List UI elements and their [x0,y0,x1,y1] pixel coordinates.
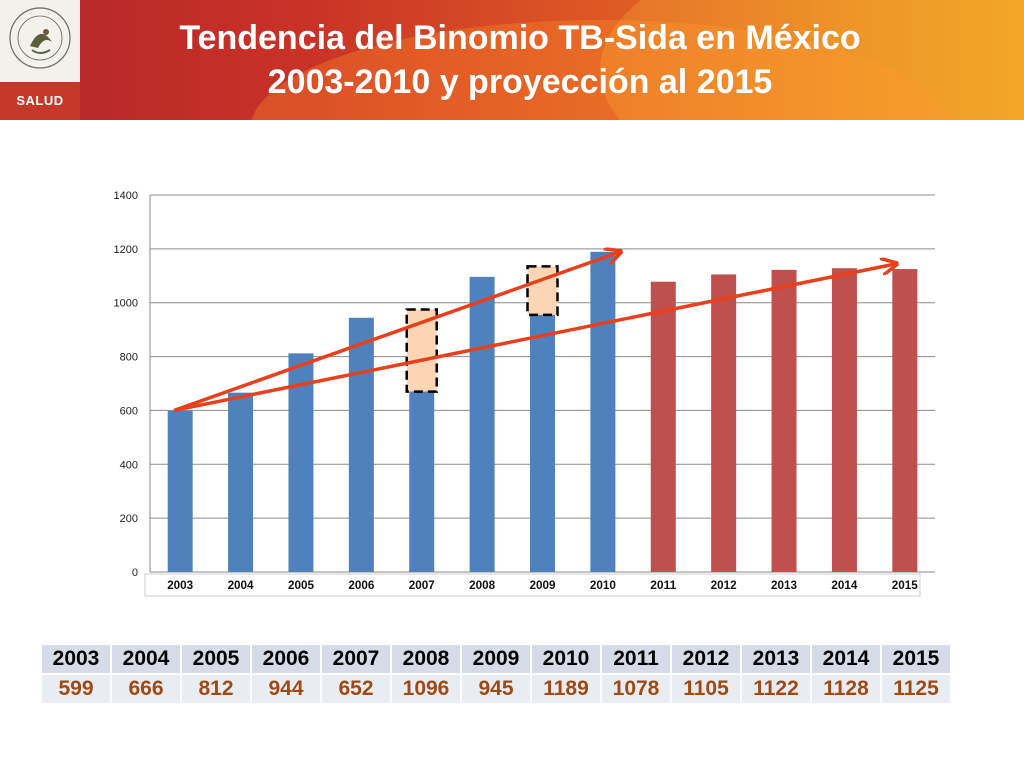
salud-label: SALUD [0,82,80,120]
bar-2012 [711,274,737,572]
salud-logo: SALUD [0,0,80,120]
trend-arrow-1 [173,252,621,413]
bar-2004 [228,392,254,572]
table-cell-value: 652 [322,675,390,703]
bar-chart: 0 200 400 600 800 1000 1200 1400 2003 2004 2005 200… [114,190,935,597]
bar-2006 [348,317,374,572]
table-cell-year: 2005 [182,645,250,673]
bar-2005 [288,353,314,572]
banner-decoration [600,0,1024,120]
bar-2008 [469,276,495,572]
mexico-seal-icon [9,7,71,69]
y-tick-label: 200 [120,513,138,525]
x-tick-label: 2009 [530,578,556,592]
x-tick-label: 2013 [771,578,797,592]
data-table: 2003 2004 2005 2006 2007 2008 2009 2010 2011 2012… [40,643,952,705]
x-tick-label: 2003 [167,578,193,592]
title-line-2: 2003-2010 y proyección al 2015 [267,63,773,101]
x-tick-label: 2005 [288,578,314,592]
title-line-1: Tendencia del Binomio TB-Sida en México [179,19,861,57]
highlight-box-2009 [526,265,559,317]
table-cell-year: 2004 [112,645,180,673]
table-cell-year: 2006 [252,645,320,673]
table-cell-year: 2003 [42,645,110,673]
x-tick-label: 2015 [892,578,918,592]
x-tick-label: 2010 [590,578,616,592]
y-tick-label: 1000 [114,298,138,310]
y-tick-label: 1400 [114,190,138,202]
bar-2015 [892,269,918,572]
table-cell-value: 945 [462,675,530,703]
x-tick-label: 2004 [228,578,254,592]
bar-2003 [167,410,193,572]
table-cell-year: 2008 [392,645,460,673]
table-cell-year: 2015 [882,645,950,673]
table-cell-year: 2014 [812,645,880,673]
x-label-band [144,573,921,597]
x-tick-label: 2007 [409,578,435,592]
table-cell-value: 812 [182,675,250,703]
bar-2011 [650,281,676,572]
table-cell-year: 2011 [602,645,670,673]
trend-arrow-2 [173,264,897,413]
table-cell-value: 599 [42,675,110,703]
table-cell-value: 1096 [392,675,460,703]
table-cell-value: 1128 [812,675,880,703]
y-tick-label: 600 [120,405,138,417]
x-tick-label: 2012 [711,578,737,592]
table-cell-year: 2009 [462,645,530,673]
page-title: Tendencia del Binomio TB-Sida en México … [90,16,950,104]
header-banner: SALUD Tendencia del Binomio TB-Sida en M… [0,0,1024,120]
table-cell-year: 2007 [322,645,390,673]
table-cell-value: 1105 [672,675,740,703]
x-tick-label: 2011 [650,578,676,592]
table-cell-value: 1078 [602,675,670,703]
y-tick-label: 400 [120,459,138,471]
table-cell-year: 2010 [532,645,600,673]
bar-2010 [590,251,616,573]
bar-2014 [831,268,857,572]
x-tick-label: 2008 [469,578,495,592]
x-tick-label: 2006 [348,578,374,592]
bar-2009 [530,267,555,572]
table-cell-value: 1122 [742,675,810,703]
y-tick-label: 1200 [114,244,138,256]
table-cell-value: 944 [252,675,320,703]
bar-2013 [771,269,797,572]
x-tick-label: 2014 [831,578,857,592]
y-tick-label: 800 [120,352,138,364]
table-cell-value: 666 [112,675,180,703]
table-cell-value: 1125 [882,675,950,703]
y-tick-label: 0 [132,567,138,579]
table-cell-year: 2012 [672,645,740,673]
table-cell-year: 2013 [742,645,810,673]
table-row-values: 599 666 812 944 652 1096 945 1189 1078 1105 1122 11… [42,675,950,703]
table-cell-value: 1189 [532,675,600,703]
table-row-years: 2003 2004 2005 2006 2007 2008 2009 2010 2011 2012… [42,645,950,673]
